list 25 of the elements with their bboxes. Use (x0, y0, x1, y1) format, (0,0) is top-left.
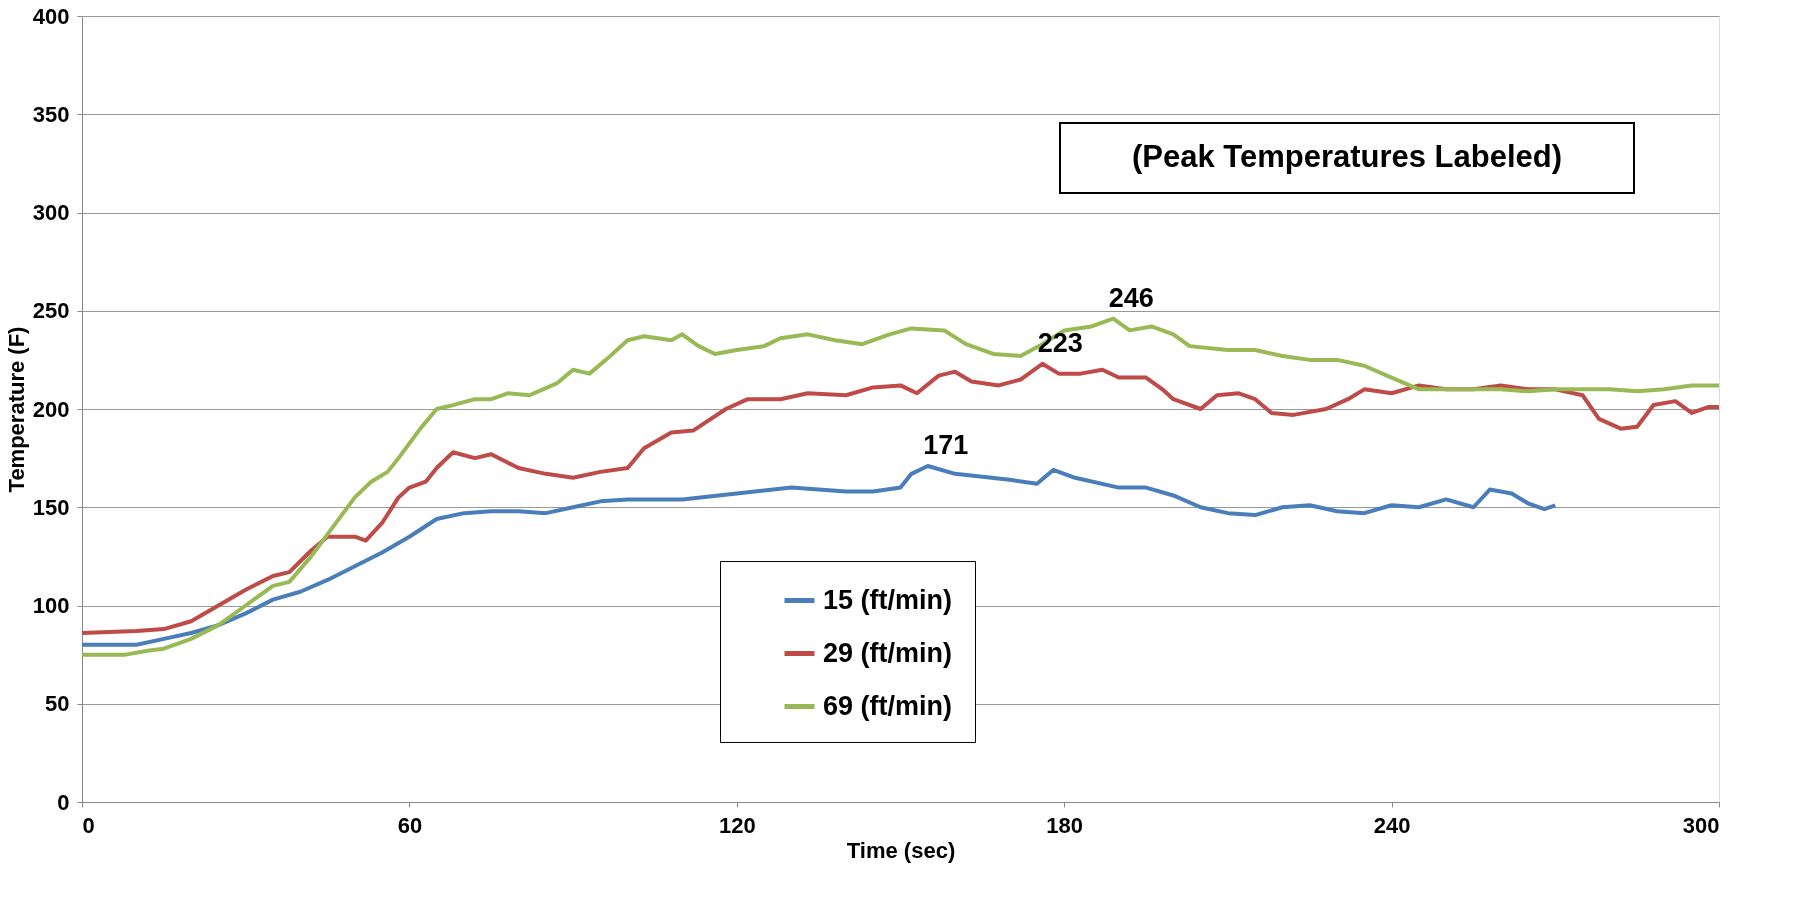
annotation: 171 (923, 429, 969, 460)
x-tick-label: 60 (397, 812, 423, 838)
x-tick-label: 180 (1046, 812, 1084, 838)
y-tick-label: 150 (32, 494, 70, 520)
y-tick-label: 400 (32, 3, 70, 29)
y-tick-label: 350 (32, 101, 70, 127)
legend-label: 69 (ft/min) (823, 690, 953, 721)
x-tick-label: 240 (1373, 812, 1411, 838)
annotation: 246 (1108, 282, 1154, 313)
y-tick-label: 100 (32, 593, 70, 618)
annotation: (Peak Temperatures Labeled) (1131, 139, 1563, 174)
legend-label: 15 (ft/min) (823, 584, 953, 615)
y-tick-label: 300 (32, 200, 70, 225)
y-tick-label: 50 (45, 691, 70, 717)
x-tick-label: 120 (718, 812, 756, 838)
x-axis-title: Time (sec) (846, 837, 956, 863)
x-tick-label: 300 (1682, 812, 1720, 838)
y-tick-label: 0 (57, 789, 70, 815)
legend-label: 29 (ft/min) (823, 637, 953, 668)
y-axis-title: Temperature (F) (3, 326, 29, 493)
x-tick-label: 0 (82, 812, 95, 838)
y-tick-label: 200 (32, 396, 70, 422)
annotation: 223 (1037, 327, 1083, 358)
line-series (80, 361, 1721, 636)
y-tick-label: 250 (32, 298, 70, 324)
